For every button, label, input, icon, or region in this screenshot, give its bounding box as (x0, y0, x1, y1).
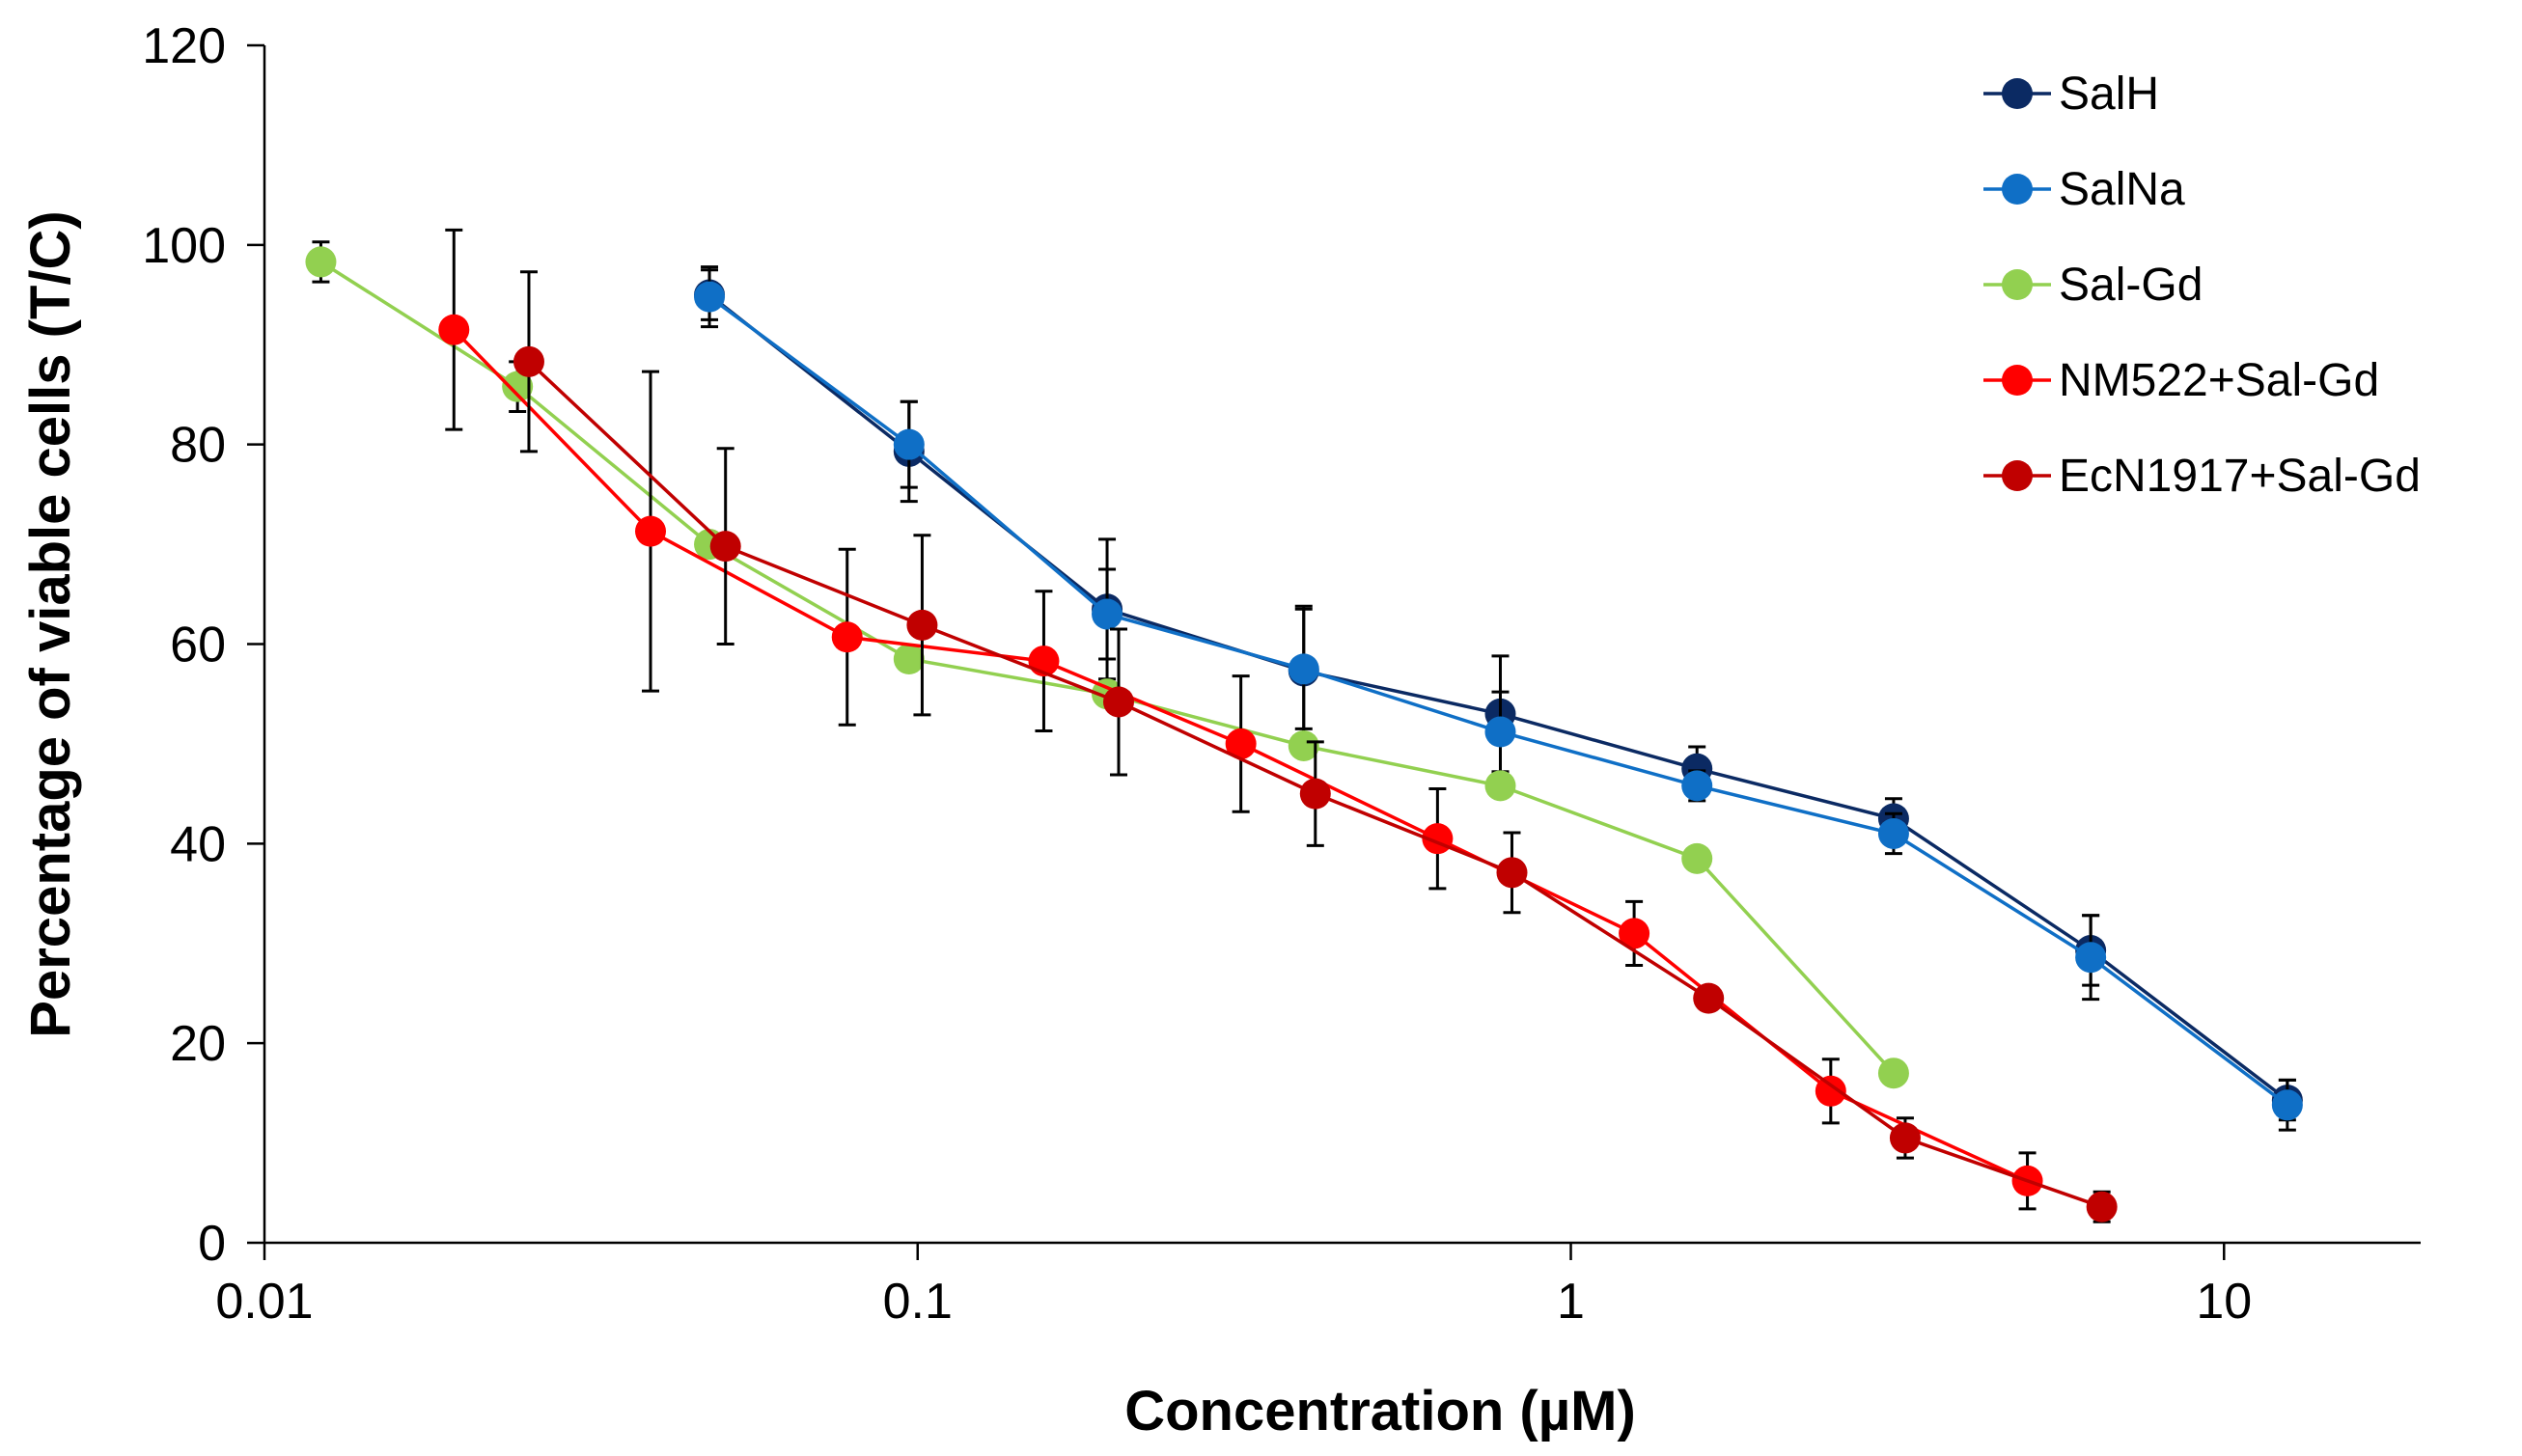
x-tick-label: 10 (2196, 1274, 2252, 1330)
legend-label: Sal-Gd (2059, 260, 2203, 311)
x-axis-title: Concentration (µM) (1124, 1380, 1636, 1442)
data-point (1484, 770, 1516, 802)
y-tick-label: 0 (198, 1216, 226, 1272)
legend-marker (2002, 78, 2033, 109)
data-point (1681, 770, 1713, 802)
data-point (694, 281, 726, 313)
data-point (1496, 857, 1528, 889)
data-point (2271, 1089, 2303, 1121)
data-point (1225, 728, 1257, 759)
data-point (1619, 918, 1650, 949)
y-tick-label: 20 (170, 1016, 226, 1072)
data-point (1484, 716, 1516, 748)
data-point (2075, 942, 2107, 974)
x-tick-label: 1 (1557, 1274, 1585, 1330)
y-tick-label: 40 (170, 816, 226, 872)
legend-label: EcN1917+Sal-Gd (2059, 451, 2421, 502)
series-ecn1917-sal-gd (513, 270, 2118, 1223)
data-point (906, 609, 938, 641)
data-point (1288, 729, 1319, 761)
data-point (438, 314, 470, 345)
data-point (1299, 778, 1331, 810)
data-point (502, 371, 534, 402)
data-point (1877, 1058, 1909, 1089)
legend: SalH SalNa Sal-Gd NM522+Sal-Gd EcN1917+Sal-G… (1983, 69, 2421, 502)
legend-marker (2002, 269, 2033, 300)
series-layer (305, 228, 2303, 1223)
legend-item: Sal-Gd (1983, 260, 2203, 311)
y-axis-title: Percentage of viable cells (T/C) (19, 210, 82, 1037)
y-tick-label: 120 (142, 18, 226, 74)
y-tick-label: 60 (170, 618, 226, 673)
legend-label: SalNa (2059, 164, 2185, 215)
legend-marker (2002, 365, 2033, 396)
y-tick-label: 80 (170, 418, 226, 474)
legend-item: NM522+Sal-Gd (1983, 355, 2379, 406)
series-nm522-sal-gd (438, 228, 2043, 1211)
data-point (893, 428, 925, 460)
data-point (2086, 1191, 2118, 1222)
x-tick-label: 0.1 (883, 1274, 953, 1330)
data-point (1288, 653, 1319, 685)
data-point (893, 644, 925, 675)
data-point (513, 345, 544, 377)
data-point (305, 246, 337, 278)
legend-item: SalH (1983, 69, 2159, 120)
legend-marker (2002, 460, 2033, 491)
data-point (1877, 817, 1909, 849)
legend-item: EcN1917+Sal-Gd (1983, 451, 2421, 502)
data-point (1092, 598, 1123, 630)
y-tick-label: 100 (142, 218, 226, 274)
series-salna (694, 265, 2303, 1132)
legend-label: NM522+Sal-Gd (2059, 355, 2379, 406)
data-point (1815, 1075, 1846, 1107)
data-point (1681, 842, 1713, 874)
legend-item: SalNa (1983, 164, 2185, 215)
x-tick-label: 0.01 (215, 1274, 313, 1330)
series-line (707, 293, 2288, 1102)
data-point (831, 621, 863, 653)
data-point (709, 531, 741, 563)
data-point (1889, 1122, 1921, 1154)
legend-marker (2002, 174, 2033, 205)
data-point (1103, 686, 1135, 718)
data-point (1693, 982, 1725, 1014)
axes: 0 20 40 60 80 100 120 0.01 0.1 1 10 (142, 18, 2421, 1330)
data-point (635, 515, 667, 547)
legend-label: SalH (2059, 69, 2159, 120)
